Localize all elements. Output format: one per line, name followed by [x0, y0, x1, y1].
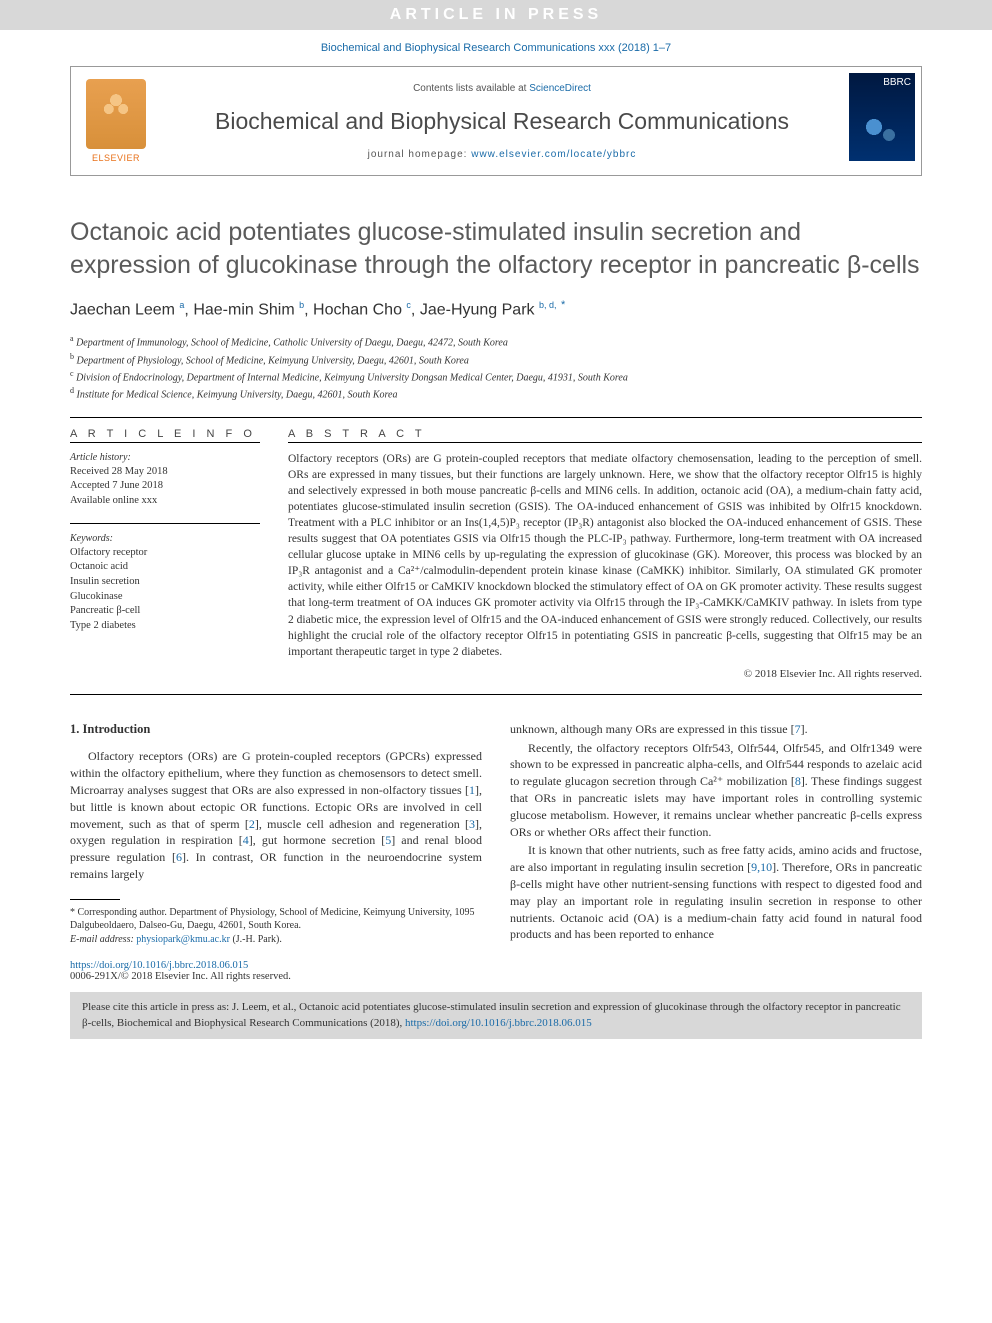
footnote-separator	[70, 899, 120, 900]
citation-doi-link[interactable]: https://doi.org/10.1016/j.bbrc.2018.06.0…	[405, 1017, 592, 1029]
article-info-heading: A R T I C L E I N F O	[70, 428, 260, 440]
sciencedirect-link[interactable]: ScienceDirect	[529, 83, 591, 94]
homepage-prefix: journal homepage:	[368, 149, 472, 160]
body-col-left: 1. Introduction Olfactory receptors (ORs…	[70, 721, 482, 946]
info-divider	[70, 523, 260, 524]
journal-header-box: ELSEVIER Contents lists available at Sci…	[70, 66, 922, 176]
abstract-divider	[288, 442, 922, 443]
issn-copyright: 0006-291X/© 2018 Elsevier Inc. All right…	[70, 971, 291, 982]
body-columns: 1. Introduction Olfactory receptors (ORs…	[70, 721, 922, 946]
keywords-block: Keywords: Olfactory receptorOctanoic aci…	[70, 532, 260, 634]
email-link[interactable]: physiopark@kmu.ac.kr	[136, 934, 230, 945]
body-paragraph: Recently, the olfactory receptors Olfr54…	[510, 740, 922, 841]
abstract-heading: A B S T R A C T	[288, 428, 922, 440]
body-paragraph: unknown, although many ORs are expressed…	[510, 721, 922, 738]
homepage-line: journal homepage: www.elsevier.com/locat…	[173, 149, 831, 160]
top-citation: Biochemical and Biophysical Research Com…	[0, 30, 992, 66]
article-info-col: A R T I C L E I N F O Article history: R…	[70, 428, 260, 680]
divider	[70, 694, 922, 695]
body-paragraph: Olfactory receptors (ORs) are G protein-…	[70, 748, 482, 882]
elsevier-tree-icon	[86, 79, 146, 149]
footnote-text: * Corresponding author. Department of Ph…	[70, 907, 474, 932]
email-suffix: (J.-H. Park).	[230, 934, 282, 945]
abstract-copyright: © 2018 Elsevier Inc. All rights reserved…	[288, 668, 922, 680]
elsevier-text: ELSEVIER	[92, 153, 140, 163]
doi-link[interactable]: https://doi.org/10.1016/j.bbrc.2018.06.0…	[70, 960, 248, 971]
contents-prefix: Contents lists available at	[413, 83, 529, 94]
journal-name: Biochemical and Biophysical Research Com…	[173, 108, 831, 135]
info-divider	[70, 442, 260, 443]
body-paragraph: It is known that other nutrients, such a…	[510, 842, 922, 943]
body-col-right: unknown, although many ORs are expressed…	[510, 721, 922, 946]
history-label: Article history:	[70, 451, 260, 465]
elsevier-logo: ELSEVIER	[71, 67, 161, 175]
abstract-col: A B S T R A C T Olfactory receptors (ORs…	[288, 428, 922, 680]
corresponding-footnote: * Corresponding author. Department of Ph…	[70, 906, 482, 947]
contents-line: Contents lists available at ScienceDirec…	[173, 83, 831, 94]
info-abstract-row: A R T I C L E I N F O Article history: R…	[70, 428, 922, 680]
email-label: E-mail address:	[70, 934, 136, 945]
section-heading: 1. Introduction	[70, 721, 482, 739]
journal-cover	[843, 67, 921, 175]
citation-box: Please cite this article in press as: J.…	[70, 992, 922, 1039]
article-history: Article history: Received 28 May 2018Acc…	[70, 451, 260, 509]
doi-block: https://doi.org/10.1016/j.bbrc.2018.06.0…	[70, 960, 922, 982]
affiliations: a Department of Immunology, School of Me…	[70, 333, 922, 402]
homepage-link[interactable]: www.elsevier.com/locate/ybbrc	[471, 149, 636, 160]
cover-thumbnail	[849, 73, 915, 161]
abstract-text: Olfactory receptors (ORs) are G protein-…	[288, 451, 922, 660]
keywords-label: Keywords:	[70, 532, 260, 546]
header-center: Contents lists available at ScienceDirec…	[161, 67, 843, 175]
article-in-press-banner: ARTICLE IN PRESS	[0, 0, 992, 30]
authors-line: Jaechan Leem a, Hae-min Shim b, Hochan C…	[70, 299, 922, 319]
divider	[70, 417, 922, 418]
article-title: Octanoic acid potentiates glucose-stimul…	[70, 216, 922, 281]
